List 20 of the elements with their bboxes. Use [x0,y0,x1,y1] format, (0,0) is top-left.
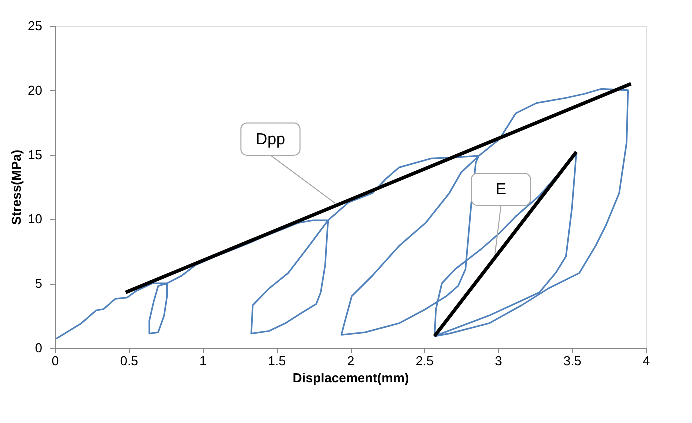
x-tick-label: 1 [200,354,207,368]
x-tick-label: 3 [495,354,502,368]
y-axis-title: Stress(MPa) [9,150,24,226]
y-tick-label: 15 [28,147,42,162]
y-tick-label: 5 [35,276,42,292]
x-tick-label: 2.5 [416,354,434,368]
x-tick-label: 0.5 [120,354,138,368]
x-tick-label: 2 [347,354,355,368]
x-tick-label: 0 [52,354,60,368]
annotation: Dpp [256,131,286,148]
line-series [56,88,630,340]
x-axis-title: Displacement(mm) [292,370,410,386]
y-tick-label: 10 [28,212,42,227]
y-tick-label: 20 [28,82,42,98]
x-tick-label: 1.5 [268,354,286,368]
y-tick-label: 0 [35,340,42,356]
annotation: E [496,182,507,199]
x-tick-label: 4 [642,354,650,368]
x-tick-label: 3.5 [564,354,582,368]
y-tick-label: 25 [28,18,42,34]
